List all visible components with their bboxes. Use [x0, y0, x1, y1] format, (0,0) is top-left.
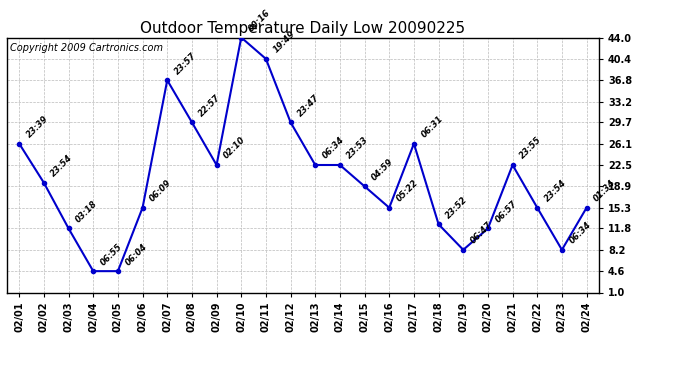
- Text: 05:22: 05:22: [395, 178, 420, 204]
- Text: 23:57: 23:57: [172, 51, 198, 76]
- Text: 23:54: 23:54: [543, 178, 568, 204]
- Text: 23:55: 23:55: [518, 135, 544, 161]
- Text: 06:47: 06:47: [469, 220, 494, 246]
- Text: Copyright 2009 Cartronics.com: Copyright 2009 Cartronics.com: [10, 43, 163, 52]
- Text: 04:59: 04:59: [370, 157, 395, 182]
- Text: 00:16: 00:16: [247, 8, 272, 33]
- Text: 06:57: 06:57: [493, 199, 519, 224]
- Text: 23:54: 23:54: [50, 153, 75, 178]
- Text: 06:09: 06:09: [148, 178, 173, 204]
- Text: 23:47: 23:47: [296, 93, 322, 118]
- Text: 23:39: 23:39: [25, 114, 50, 140]
- Text: 23:53: 23:53: [346, 135, 371, 161]
- Text: 06:31: 06:31: [420, 114, 445, 140]
- Text: 02:10: 02:10: [222, 135, 248, 161]
- Text: 23:52: 23:52: [444, 195, 469, 220]
- Text: 06:34: 06:34: [321, 135, 346, 161]
- Text: 06:34: 06:34: [567, 220, 593, 246]
- Text: 03:18: 03:18: [74, 199, 99, 224]
- Text: 19:49: 19:49: [271, 29, 297, 55]
- Title: Outdoor Temperature Daily Low 20090225: Outdoor Temperature Daily Low 20090225: [140, 21, 466, 36]
- Text: 22:57: 22:57: [197, 93, 223, 118]
- Text: 06:55: 06:55: [99, 242, 124, 267]
- Text: 06:04: 06:04: [124, 242, 149, 267]
- Text: 01:34: 01:34: [592, 178, 618, 204]
